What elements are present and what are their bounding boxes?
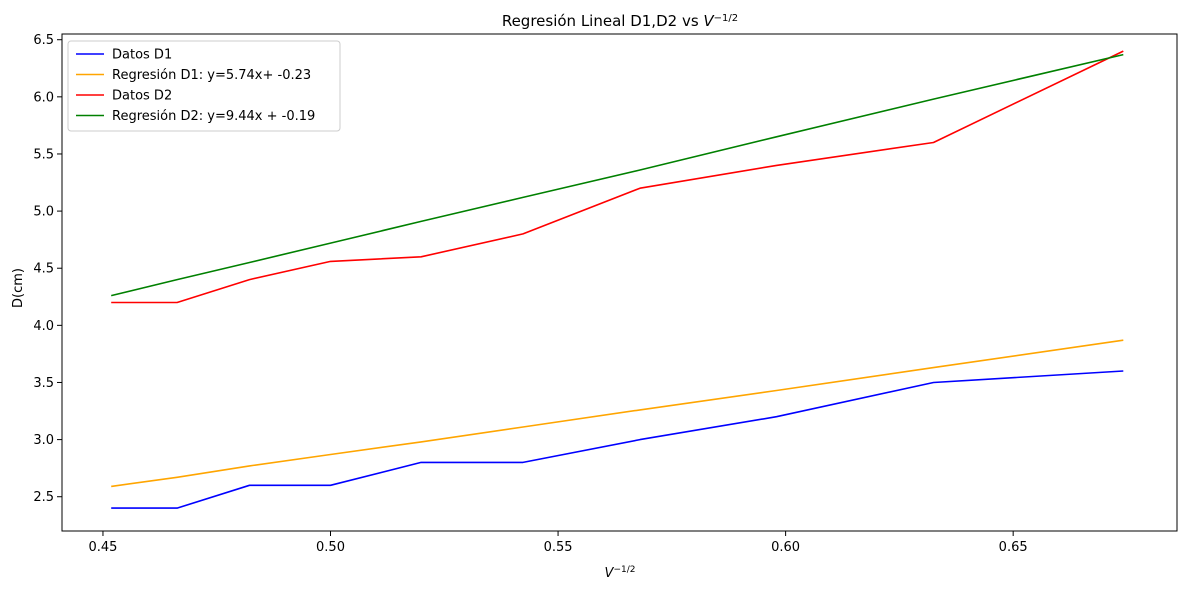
y-tick-label: 4.0 xyxy=(33,319,54,334)
y-tick-label: 3.0 xyxy=(33,433,54,448)
series-line-3 xyxy=(111,50,1124,304)
legend-label: Regresión D2: y=9.44x + -0.19 xyxy=(112,109,315,124)
y-tick-label: 5.0 xyxy=(33,205,54,220)
x-axis-title: V−1/2 xyxy=(605,565,636,581)
legend-label: Datos D2 xyxy=(112,89,172,104)
y-tick-label: 6.5 xyxy=(33,33,54,48)
legend-box xyxy=(67,40,341,132)
x-tick-label: 0.50 xyxy=(316,540,345,555)
x-axis: 0.45 0.50 0.55 0.60 0.65 xyxy=(88,531,1028,555)
plot-frame xyxy=(61,33,1178,532)
legend-label: Regresión D1: y=5.74x+ -0.23 xyxy=(112,68,311,83)
x-tick-label: 0.60 xyxy=(771,540,800,555)
y-tick-label: 6.0 xyxy=(33,90,54,105)
y-axis-title: D(cm) xyxy=(11,268,26,308)
series-line-4 xyxy=(111,53,1124,297)
x-tick-label: 0.65 xyxy=(999,540,1028,555)
chart-title: Regresión Lineal D1,D2 vs V−1/2 xyxy=(502,12,738,30)
y-tick-label: 2.5 xyxy=(33,490,54,505)
series-line-2 xyxy=(111,339,1124,488)
legend-label: Datos D1 xyxy=(112,48,172,63)
x-tick-label: 0.55 xyxy=(544,540,573,555)
series-line-1 xyxy=(111,370,1124,509)
legend: Datos D1 Regresión D1: y=5.74x+ -0.23 Dato… xyxy=(67,40,341,132)
y-tick-label: 4.5 xyxy=(33,262,54,277)
y-tick-label: 5.5 xyxy=(33,147,54,162)
y-axis: 2.5 3.0 3.5 4.0 4.5 5.0 5.5 6.0 6.5 xyxy=(33,33,62,505)
plot-area xyxy=(111,50,1124,509)
y-tick-label: 3.5 xyxy=(33,376,54,391)
x-tick-label: 0.45 xyxy=(88,540,117,555)
